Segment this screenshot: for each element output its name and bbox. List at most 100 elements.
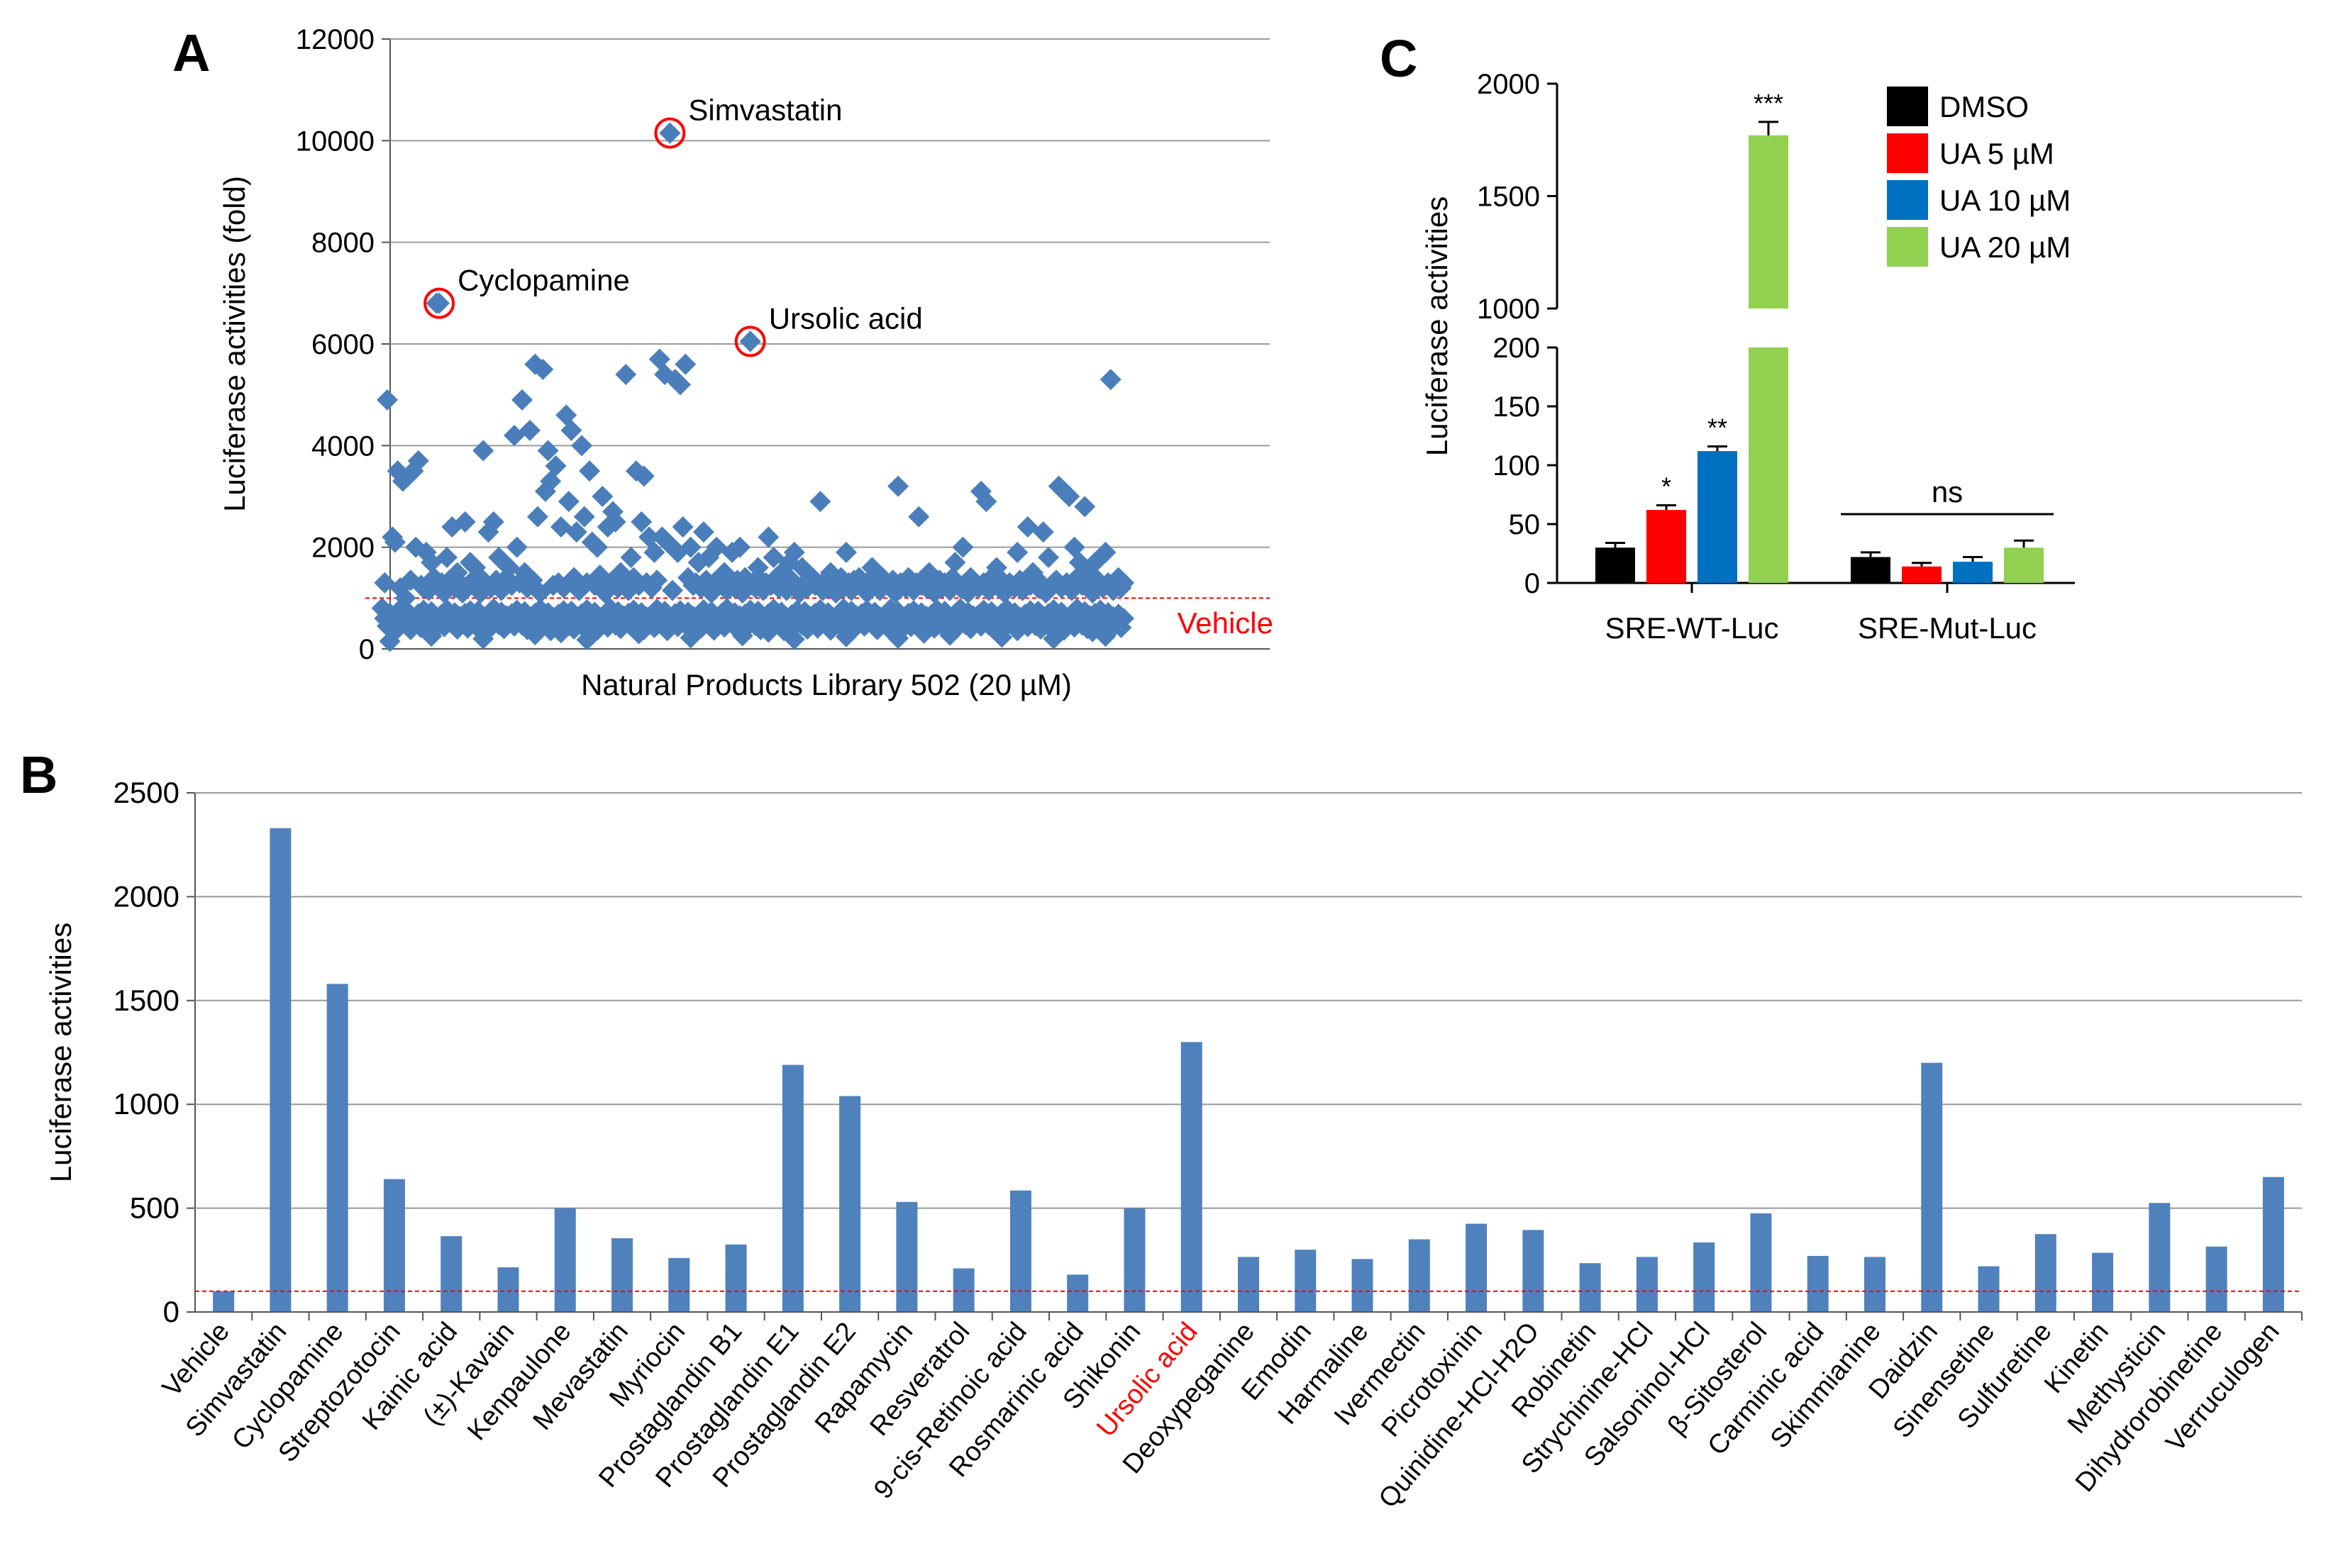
a-vehicle-label: Vehicle xyxy=(1178,606,1273,640)
c-legend-swatch xyxy=(1887,180,1928,220)
a-data-point xyxy=(579,460,601,482)
a-data-point xyxy=(571,435,593,457)
panel-label-c: C xyxy=(1380,29,1417,88)
b-bar xyxy=(1522,1230,1544,1312)
panel-label-a: A xyxy=(172,23,210,82)
b-bar xyxy=(1238,1257,1259,1312)
b-bar xyxy=(2092,1252,2114,1312)
a-data-point xyxy=(1007,541,1029,563)
c-y-tick-label: 1500 xyxy=(1477,182,1540,213)
a-data-point xyxy=(1032,521,1054,543)
a-data-point xyxy=(758,526,780,548)
a-highlight-label: Simvastatin xyxy=(688,94,842,127)
a-data-point xyxy=(680,627,702,649)
a-data-point xyxy=(506,536,528,558)
a-data-point xyxy=(1074,496,1096,518)
a-data-point xyxy=(1043,628,1065,650)
a-data-point xyxy=(472,440,494,462)
a-data-point xyxy=(633,465,655,487)
a-data-point xyxy=(887,475,909,497)
a-data-point xyxy=(809,491,831,513)
b-bar xyxy=(497,1267,519,1312)
b-bar xyxy=(1579,1263,1601,1312)
a-data-point xyxy=(604,511,626,533)
a-y-tick-label: 4000 xyxy=(311,430,375,462)
c-bar xyxy=(1749,347,1788,583)
panel-a-scatter: 0 2000 4000 6000 8000 10000 12000 Vehicle Simvas… xyxy=(218,24,1273,701)
a-data-point xyxy=(662,579,684,601)
a-data-point xyxy=(952,536,974,558)
c-legend-swatch xyxy=(1887,87,1928,126)
a-data-point xyxy=(944,552,966,574)
a-data-point xyxy=(1113,608,1135,629)
a-data-point xyxy=(526,506,548,528)
a-data-point xyxy=(407,450,429,472)
b-bar xyxy=(1124,1208,1146,1312)
a-data-point xyxy=(670,374,691,396)
b-bar xyxy=(554,1208,576,1312)
c-y-tick-label: 2000 xyxy=(1477,69,1540,100)
a-data-point xyxy=(376,389,398,411)
c-bar xyxy=(2004,547,2044,583)
c-legend-label: UA 20 µM xyxy=(1939,230,2071,264)
a-data-point xyxy=(672,516,694,538)
b-bar xyxy=(1408,1239,1430,1312)
b-bar xyxy=(441,1236,463,1312)
a-y-tick-label: 12000 xyxy=(296,24,375,55)
panel-b-bar-chart: 05001000150020002500VehicleSimvastatinCy… xyxy=(44,776,2303,1514)
c-bar xyxy=(1953,562,1993,583)
c-x-tick-label: SRE-Mut-Luc xyxy=(1858,611,2037,645)
b-bar xyxy=(839,1096,861,1312)
c-y-tick-label: 150 xyxy=(1492,391,1540,423)
a-data-point xyxy=(558,491,580,513)
a-data-point xyxy=(628,623,650,645)
b-bar xyxy=(326,984,348,1312)
a-data-point xyxy=(1110,577,1132,599)
b-bar xyxy=(1693,1242,1715,1312)
a-data-point xyxy=(1100,369,1122,391)
c-significance-mark: ** xyxy=(1707,413,1727,442)
b-bar xyxy=(270,828,292,1312)
b-bar xyxy=(725,1244,747,1312)
a-data-point xyxy=(692,521,714,543)
c-y-tick-label: 50 xyxy=(1509,509,1541,540)
c-y-axis-label: Luciferase activities xyxy=(1420,196,1453,457)
a-y-tick-label: 8000 xyxy=(311,228,375,259)
a-y-axis-label: Luciferase activities (fold) xyxy=(218,176,251,512)
a-data-point xyxy=(540,470,562,492)
a-data-point xyxy=(573,506,595,528)
a-data-point xyxy=(592,486,614,507)
b-bar xyxy=(782,1064,804,1312)
panel-c-bar-chart: 0 50 100 150 200 1000 1500 2000 SRE-WT-Luc SRE-Mu… xyxy=(1420,69,2075,645)
a-highlight-circle xyxy=(423,287,455,319)
b-bar xyxy=(2262,1177,2284,1312)
b-bar xyxy=(1180,1042,1202,1312)
b-bar xyxy=(2205,1246,2227,1312)
c-y-tick-label: 0 xyxy=(1524,568,1540,599)
a-data-point xyxy=(731,625,753,647)
a-data-point xyxy=(436,547,458,568)
a-data-point xyxy=(620,547,642,568)
c-bar xyxy=(1749,135,1788,308)
a-highlight-point xyxy=(739,330,761,352)
a-data-point xyxy=(646,569,668,591)
a-y-tick-label: 2000 xyxy=(311,533,375,564)
c-legend-label: UA 10 µM xyxy=(1939,184,2071,217)
a-data-point xyxy=(975,491,997,513)
a-data-point xyxy=(675,353,697,375)
b-bar xyxy=(1009,1190,1031,1312)
a-data-point xyxy=(441,516,463,538)
a-data-point xyxy=(680,536,702,558)
a-data-point xyxy=(939,624,961,646)
a-data-point xyxy=(913,622,935,644)
b-bar xyxy=(213,1291,235,1312)
a-data-point xyxy=(576,629,598,651)
a-data-point xyxy=(887,627,909,649)
b-bar xyxy=(1750,1213,1772,1312)
a-data-point xyxy=(708,574,730,596)
b-y-tick-label: 1000 xyxy=(113,1087,179,1121)
b-bar xyxy=(611,1238,633,1312)
b-bar xyxy=(1067,1274,1089,1312)
b-bar xyxy=(2034,1234,2056,1312)
